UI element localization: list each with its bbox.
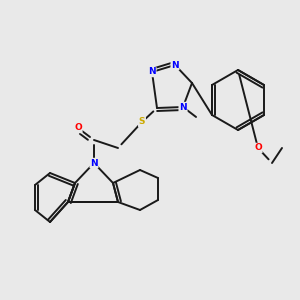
Text: O: O bbox=[254, 143, 262, 152]
Text: O: O bbox=[74, 124, 82, 133]
Text: N: N bbox=[171, 61, 179, 70]
Text: S: S bbox=[139, 118, 145, 127]
Text: N: N bbox=[90, 158, 98, 167]
Text: N: N bbox=[148, 68, 156, 76]
Text: N: N bbox=[179, 103, 187, 112]
